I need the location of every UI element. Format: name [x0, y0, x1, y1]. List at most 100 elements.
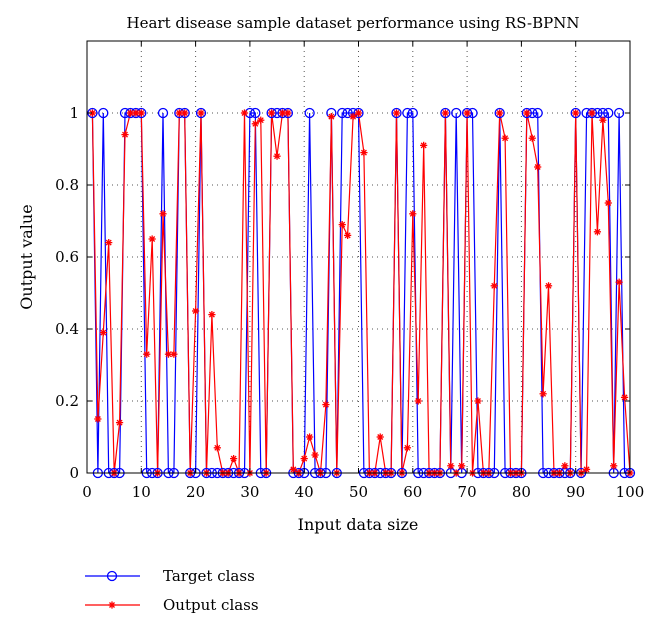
data-point-series-2	[213, 444, 221, 452]
data-point-series-2	[441, 109, 449, 117]
data-point-series-2	[349, 113, 357, 121]
data-point-series-2	[311, 451, 319, 459]
data-point-series-2	[300, 455, 308, 463]
data-point-series-2	[539, 390, 547, 398]
data-point-series-1	[337, 107, 348, 119]
data-point-series-1	[494, 107, 505, 119]
x-tick-label: 90	[566, 483, 585, 501]
legend-marker-1	[106, 570, 118, 582]
data-point-series-2	[181, 109, 189, 117]
data-point-series-1	[250, 107, 261, 119]
x-tick-label: 20	[186, 483, 205, 501]
x-tick-label: 30	[240, 483, 259, 501]
data-point-series-2	[284, 109, 292, 117]
y-tick-label: 0.4	[55, 320, 79, 338]
data-point-series-2	[496, 109, 504, 117]
data-point-series-2	[289, 465, 297, 473]
data-point-series-2	[208, 311, 216, 319]
data-point-series-1	[407, 107, 418, 119]
x-tick-label: 60	[403, 483, 422, 501]
data-point-series-2	[593, 228, 602, 236]
data-point-series-1	[451, 107, 462, 119]
data-point-series-2	[132, 109, 140, 117]
y-tick-label: 0.8	[55, 176, 79, 194]
data-markers	[87, 107, 636, 479]
data-point-series-2	[392, 109, 401, 117]
data-point-series-1	[613, 107, 625, 119]
legend: Target class Output class	[85, 567, 259, 614]
data-point-series-1	[266, 107, 277, 119]
legend-label-1: Target class	[163, 567, 255, 585]
data-point-series-2	[137, 109, 145, 117]
x-tick-label: 10	[132, 483, 151, 501]
data-point-series-2	[230, 455, 238, 463]
data-point-series-2	[94, 415, 102, 423]
y-axis-label: Output value	[17, 204, 36, 309]
data-point-series-2	[582, 465, 591, 473]
data-point-series-1	[157, 107, 169, 119]
data-point-series-2	[474, 397, 482, 405]
data-point-series-1	[570, 107, 581, 119]
data-point-series-2	[610, 462, 618, 470]
y-tick-label: 1	[69, 104, 79, 122]
y-tick-label: 0	[69, 464, 79, 482]
data-point-series-2	[447, 462, 455, 470]
data-point-series-2	[322, 401, 330, 409]
data-point-series-2	[403, 444, 411, 452]
data-point-series-2	[197, 109, 205, 117]
data-point-series-1	[521, 107, 532, 119]
data-point-series-2	[105, 239, 113, 247]
data-point-series-2	[327, 113, 335, 121]
data-point-series-2	[490, 282, 498, 290]
x-tick-label: 40	[295, 483, 314, 501]
y-tick-label: 0.6	[55, 248, 79, 266]
data-point-series-2	[273, 152, 281, 160]
x-tick-label: 50	[349, 483, 368, 501]
series-line-1	[91, 112, 630, 474]
x-tick-label: 0	[82, 483, 92, 501]
legend-marker-2	[108, 601, 116, 609]
data-point-series-2	[354, 109, 363, 117]
data-point-series-2	[544, 282, 553, 290]
data-point-series-2	[251, 120, 259, 128]
data-point-series-2	[360, 149, 368, 157]
y-tick-label: 0.2	[55, 392, 79, 410]
series-lines	[91, 111, 631, 475]
x-tick-label: 80	[512, 483, 531, 501]
data-point-series-2	[170, 350, 178, 358]
data-point-series-2	[240, 109, 249, 117]
data-point-series-1	[342, 107, 353, 119]
data-point-series-2	[143, 350, 151, 358]
data-point-series-1	[586, 107, 598, 119]
data-point-series-2	[572, 109, 580, 117]
data-point-series-1	[195, 107, 207, 119]
chart-title: Heart disease sample dataset performance…	[127, 14, 580, 32]
data-point-series-2	[306, 433, 314, 441]
data-point-series-2	[588, 109, 596, 117]
data-point-series-1	[440, 107, 451, 119]
data-point-series-2	[257, 116, 265, 124]
data-point-series-2	[528, 134, 536, 142]
data-point-series-1	[603, 107, 614, 119]
data-point-series-1	[532, 107, 543, 119]
data-point-series-2	[420, 141, 428, 149]
data-point-series-2	[620, 393, 629, 401]
data-point-series-1	[461, 107, 473, 119]
data-point-series-2	[115, 419, 124, 427]
data-point-series-2	[159, 210, 167, 218]
data-point-series-1	[98, 107, 109, 119]
legend-label-2: Output class	[163, 596, 259, 614]
data-point-series-2	[615, 278, 623, 286]
x-tick-label: 70	[458, 483, 477, 501]
data-point-series-2	[561, 462, 569, 470]
grid-lines	[87, 41, 630, 473]
data-point-series-1	[353, 107, 364, 119]
x-tick-label: 100	[616, 483, 645, 501]
data-point-series-2	[409, 210, 417, 218]
data-point-series-2	[268, 109, 276, 117]
data-point-series-2	[99, 329, 107, 337]
data-point-series-2	[534, 163, 542, 171]
data-point-series-2	[376, 433, 384, 441]
